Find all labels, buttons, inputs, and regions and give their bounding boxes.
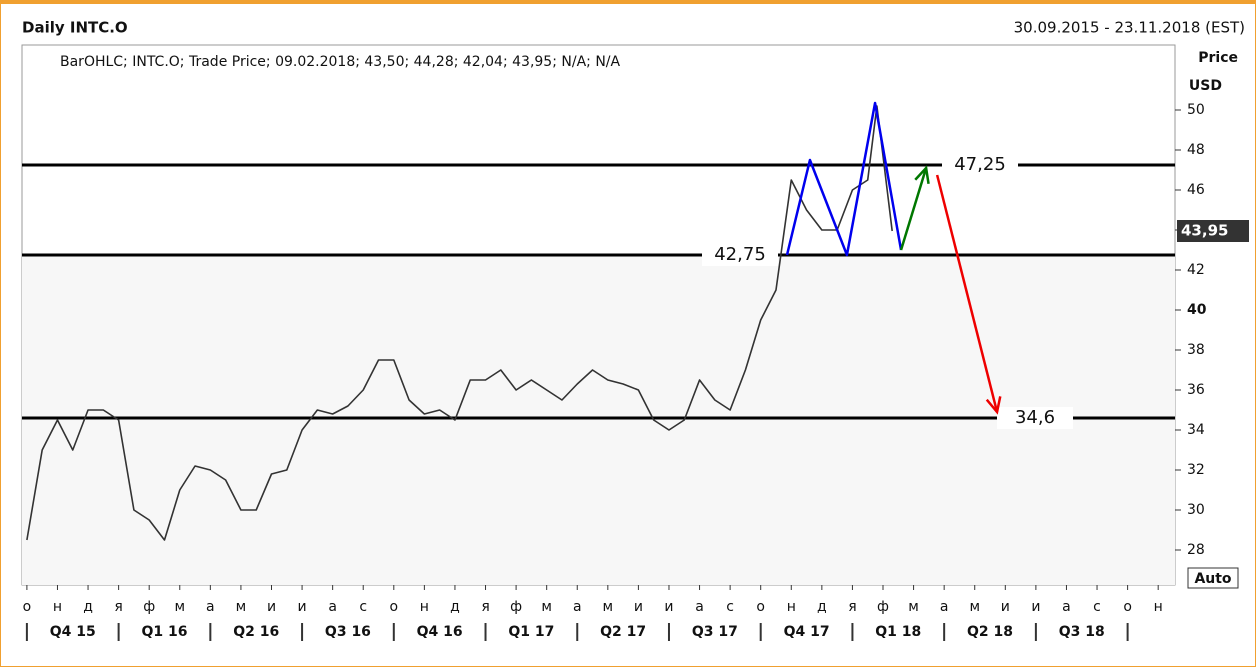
- x-tick-label: м: [908, 599, 919, 615]
- y-tick-label: 32: [1187, 462, 1205, 478]
- x-tick-label: с: [359, 599, 367, 615]
- x-tick-label: о: [23, 599, 32, 615]
- quarter-label: Q4 15: [50, 624, 96, 640]
- x-tick-label: м: [603, 599, 614, 615]
- quarter-label: Q1 18: [875, 624, 921, 640]
- x-tick-label: и: [1001, 599, 1010, 615]
- x-tick-label: с: [726, 599, 734, 615]
- x-tick-label: я: [848, 599, 856, 615]
- last-price-tag: [1177, 220, 1249, 242]
- auto-button[interactable]: [1187, 567, 1239, 589]
- x-tick-label: а: [940, 599, 949, 615]
- x-tick-label: д: [83, 599, 93, 615]
- x-tick-label: о: [1123, 599, 1132, 615]
- quarter-label: Q1 17: [508, 624, 554, 640]
- top-band: [1, 1, 1255, 4]
- x-tick-label: и: [267, 599, 276, 615]
- x-tick-label: ф: [877, 599, 889, 615]
- level-label-bg: [702, 244, 778, 266]
- x-tick-label: м: [236, 599, 247, 615]
- x-tick-label: д: [450, 599, 460, 615]
- annotation-line: [935, 174, 999, 413]
- quarter-label: Q3 18: [1059, 624, 1105, 640]
- annotation-line: [785, 101, 903, 257]
- arrow-head: [985, 396, 1002, 415]
- y-axis-label: Price: [1198, 50, 1238, 66]
- x-tick-label: я: [114, 599, 122, 615]
- x-tick-label: и: [1031, 599, 1040, 615]
- x-tick-label: н: [420, 599, 429, 615]
- auto-button-label[interactable]: Auto: [1194, 571, 1231, 587]
- x-tick-label: и: [634, 599, 643, 615]
- annotation-line: [899, 167, 928, 251]
- y-tick-label: 48: [1187, 142, 1205, 158]
- legend-text: BarOHLC; INTC.O; Trade Price; 09.02.2018…: [60, 54, 621, 70]
- quarter-label: Q1 16: [141, 624, 187, 640]
- level-label: 42,75: [714, 244, 766, 265]
- y-tick-label: 42: [1187, 262, 1205, 278]
- x-tick-label: а: [695, 599, 704, 615]
- y-tick-label: 46: [1187, 182, 1205, 198]
- quarter-label: Q4 17: [784, 624, 830, 640]
- x-tick-label: я: [481, 599, 489, 615]
- quarter-label: Q2 16: [233, 624, 279, 640]
- y-tick-label: 30: [1187, 502, 1205, 518]
- level-label-bg: [997, 407, 1073, 429]
- x-tick-label: ф: [510, 599, 522, 615]
- quarter-label: Q3 16: [325, 624, 371, 640]
- last-price-label: 43,95: [1181, 222, 1228, 240]
- x-tick-label: а: [328, 599, 337, 615]
- y-tick-label: 38: [1187, 342, 1205, 358]
- x-tick-label: н: [53, 599, 62, 615]
- y-axis-unit: USD: [1189, 78, 1222, 94]
- arrow-head: [914, 165, 930, 185]
- y-tick-label: 34: [1187, 422, 1205, 438]
- y-tick-label: 36: [1187, 382, 1205, 398]
- lower-shade: [22, 255, 1175, 585]
- x-tick-label: с: [1093, 599, 1101, 615]
- x-tick-label: н: [1154, 599, 1163, 615]
- level-label: 47,25: [954, 154, 1006, 175]
- y-tick-label: 50: [1187, 102, 1205, 118]
- x-tick-label: и: [664, 599, 673, 615]
- y-tick-label: 40: [1187, 302, 1207, 318]
- x-tick-label: м: [174, 599, 185, 615]
- y-tick-label: 28: [1187, 542, 1205, 558]
- x-tick-label: а: [573, 599, 582, 615]
- price-line: [26, 105, 893, 541]
- x-tick-label: о: [390, 599, 399, 615]
- level-label-bg: [942, 154, 1018, 176]
- quarter-label: Q3 17: [692, 624, 738, 640]
- x-tick-label: о: [756, 599, 765, 615]
- x-tick-label: и: [298, 599, 307, 615]
- x-tick-label: а: [1062, 599, 1071, 615]
- chart-title: Daily INTC.O: [22, 19, 128, 37]
- x-tick-label: м: [541, 599, 552, 615]
- quarter-label: Q4 16: [417, 624, 463, 640]
- quarter-label: Q2 18: [967, 624, 1013, 640]
- quarter-label: Q2 17: [600, 624, 646, 640]
- level-label: 34,6: [1015, 407, 1055, 428]
- x-tick-label: а: [206, 599, 215, 615]
- x-tick-label: м: [969, 599, 980, 615]
- x-tick-label: ф: [143, 599, 155, 615]
- x-tick-label: д: [817, 599, 827, 615]
- date-range: 30.09.2015 - 23.11.2018 (EST): [1014, 19, 1245, 37]
- x-tick-label: н: [787, 599, 796, 615]
